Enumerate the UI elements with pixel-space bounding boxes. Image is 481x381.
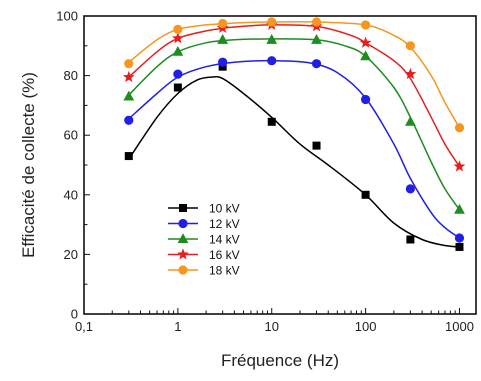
y-tick-label: 80: [64, 68, 78, 83]
data-point-14kv: [123, 90, 135, 101]
data-point-12kv: [173, 69, 183, 79]
data-point-10kv: [267, 117, 276, 126]
y-tick-label: 100: [56, 9, 78, 24]
data-point-10kv: [406, 235, 415, 244]
data-point-12kv: [124, 115, 134, 125]
data-point-12kv: [361, 94, 371, 105]
legend-label: 14 kV: [209, 233, 240, 247]
x-tick-label: 100: [355, 319, 377, 334]
y-tick-label: 40: [64, 187, 78, 202]
data-point-18kv: [311, 17, 322, 27]
legend-label: 12 kV: [209, 217, 240, 231]
x-tick-label: 10: [265, 319, 279, 334]
data-point-10kv: [455, 242, 464, 251]
legend-item-10kv: 10 kV: [168, 202, 240, 216]
data-point-12kv: [311, 59, 322, 69]
legend-marker: [177, 248, 189, 260]
data-point-18kv: [173, 24, 183, 35]
legend-item-12kv: 12 kV: [168, 217, 240, 231]
data-point-14kv: [360, 50, 372, 61]
data-point-18kv: [405, 41, 415, 51]
y-axis-title: Efficacité de collecte (%): [19, 72, 38, 258]
data-point-14kv: [454, 203, 465, 214]
data-point-18kv: [454, 123, 465, 133]
data-point-10kv: [173, 83, 182, 92]
legend-item-18kv: 18 kV: [168, 264, 240, 278]
y-tick-label: 0: [71, 307, 78, 322]
data-point-10kv: [361, 190, 370, 199]
data-point-14kv: [217, 34, 229, 44]
legend-marker: [178, 218, 188, 229]
legend-marker: [177, 233, 189, 243]
data-point-14kv: [404, 115, 416, 126]
data-point-18kv: [124, 59, 134, 69]
y-axis-ticks: 0 20 40 60 80 100: [56, 9, 90, 322]
legend-item-16kv: 16 kV: [168, 248, 240, 262]
data-point-16kv: [404, 67, 417, 80]
data-point-16kv: [122, 70, 135, 83]
data-point-14kv: [266, 34, 278, 44]
x-axis-title: Fréquence (Hz): [221, 351, 339, 370]
data-point-10kv: [124, 152, 133, 161]
data-point-12kv: [405, 184, 415, 194]
y-tick-label: 20: [64, 247, 78, 262]
data-point-12kv: [218, 57, 228, 67]
fit-curve-10kv: [128, 75, 460, 248]
data-point-12kv: [267, 56, 277, 66]
data-point-12kv: [454, 233, 465, 243]
data-point-18kv: [267, 17, 277, 27]
legend-label: 10 kV: [209, 202, 240, 216]
legend-label: 18 kV: [209, 264, 240, 278]
x-tick-label: 1000: [445, 319, 474, 334]
data-point-10kv: [312, 141, 321, 150]
data-point-16kv: [453, 160, 466, 172]
legend-marker: [179, 204, 187, 212]
legend-item-14kv: 14 kV: [168, 233, 240, 247]
data-point-14kv: [311, 34, 322, 44]
data-point-16kv: [359, 36, 372, 48]
legend-label: 16 kV: [209, 248, 240, 262]
x-tick-label: 0,1: [75, 319, 93, 334]
y-tick-label: 60: [64, 128, 78, 143]
x-tick-label: 1: [174, 319, 181, 334]
data-point-16kv: [172, 32, 184, 44]
legend-marker: [178, 265, 188, 275]
x-axis-ticks: 0,1 1 10 100 1000: [75, 308, 474, 334]
data-markers: [122, 17, 466, 251]
data-point-14kv: [172, 45, 184, 56]
data-point-18kv: [218, 18, 228, 29]
data-point-18kv: [361, 20, 371, 30]
